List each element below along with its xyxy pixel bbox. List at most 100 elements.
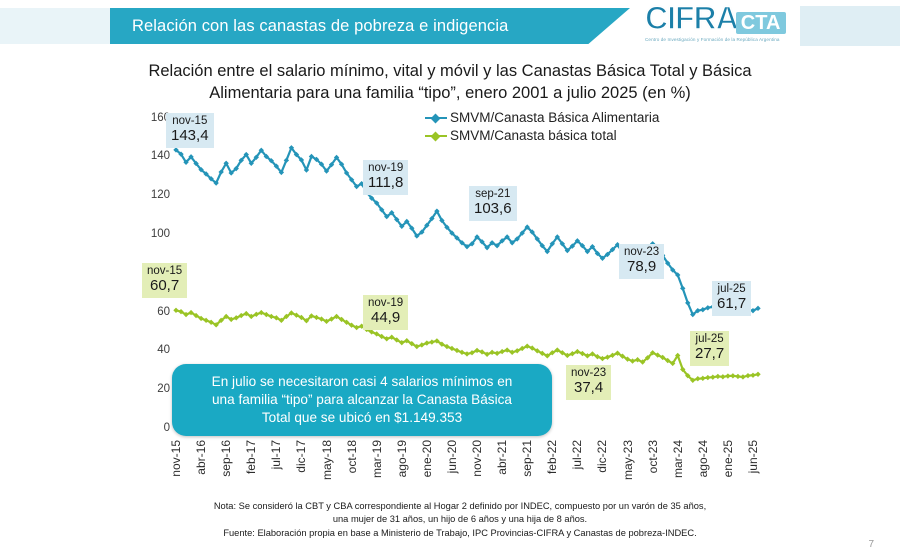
series-marker	[614, 350, 621, 356]
series-marker	[313, 314, 320, 321]
series-marker	[750, 307, 756, 314]
x-axis-tick: may-23	[620, 440, 635, 481]
callout-box: En julio se necesitaron casi 4 salarios …	[172, 364, 552, 436]
data-label-cba-nov15: nov-15 143,4	[166, 113, 214, 148]
series-marker	[494, 350, 500, 357]
series-marker	[238, 312, 244, 319]
callout-line-3: Total que se ubicó en $1.149.353	[261, 409, 463, 425]
x-axis-tick: ene-25	[720, 440, 735, 478]
series-marker	[604, 251, 611, 258]
header-title: Relación con las canastas de pobreza e i…	[132, 16, 509, 35]
series-marker	[459, 240, 465, 246]
footnote-line-2: una mujer de 31 años, un hijo de 6 años …	[332, 514, 588, 525]
y-axis-tick: 40	[157, 344, 170, 357]
series-marker	[338, 316, 345, 323]
series-marker	[188, 154, 194, 160]
series-marker	[735, 373, 741, 380]
series-marker	[253, 311, 259, 318]
series-line	[175, 146, 759, 316]
series-marker	[173, 307, 179, 313]
series-marker	[700, 375, 706, 382]
data-label-cbt-nov15: nov-15 60,7	[142, 263, 188, 298]
series-marker	[710, 374, 716, 380]
series-marker	[725, 373, 731, 379]
series-marker	[484, 244, 490, 251]
x-axis-tick: oct-18	[344, 440, 359, 474]
series-marker	[514, 348, 520, 354]
series-marker	[384, 336, 390, 342]
series-marker	[464, 243, 470, 250]
x-axis-tick: abr-16	[194, 440, 209, 475]
legend-marker-blue-icon	[425, 116, 447, 119]
series-marker	[509, 349, 515, 356]
series-marker	[705, 374, 711, 381]
series-marker	[675, 352, 681, 359]
x-axis-tick: jun-25	[745, 440, 760, 474]
series-marker	[504, 347, 510, 353]
legend-item-cba[interactable]: SMVM/Canasta Básica Alimentaria	[425, 110, 755, 125]
x-axis-tick: abr-21	[495, 440, 510, 475]
logo-subtitle: Centro de Investigación y Formación de l…	[645, 37, 780, 42]
y-axis-tick: 0	[163, 422, 170, 434]
series-marker	[564, 352, 571, 359]
series-marker	[639, 359, 646, 365]
callout-line-1: En julio se necesitaron casi 4 salarios …	[211, 374, 513, 390]
data-label-date: jul-25	[695, 333, 724, 345]
series-marker	[414, 343, 420, 350]
series-marker	[464, 351, 470, 357]
series-marker	[559, 241, 566, 247]
series-marker	[323, 168, 330, 174]
x-axis-tick: feb-17	[244, 440, 259, 475]
series-marker	[374, 331, 380, 337]
chart-title-line-2: Alimentaria para una familia “tipo”, ene…	[209, 84, 691, 103]
x-axis-tick: dic-17	[294, 440, 309, 473]
series-marker	[675, 272, 681, 278]
x-axis-tick: dic-22	[595, 440, 610, 473]
page-number: 7	[868, 539, 874, 550]
data-label-cba-nov19: nov-19 111,8	[363, 160, 409, 195]
callout-line-2: una familia “tipo” para alcanzar la Cana…	[212, 392, 512, 408]
series-marker	[690, 377, 696, 383]
series-marker	[579, 243, 586, 249]
x-axis-tick: sep-16	[219, 440, 234, 477]
x-axis-tick: jul-17	[269, 440, 284, 470]
series-marker	[308, 153, 315, 160]
series-marker	[469, 241, 475, 247]
x-axis-tick: nov-20	[470, 440, 485, 477]
series-marker	[614, 242, 621, 248]
data-label-date: jul-25	[717, 283, 746, 295]
series-marker	[419, 342, 425, 348]
series-marker	[394, 337, 400, 343]
y-axis-tick: 100	[150, 228, 170, 241]
legend-item-cbt[interactable]: SMVM/Canasta básica total	[425, 128, 755, 143]
series-marker	[263, 311, 269, 318]
series-marker	[323, 318, 330, 325]
series-marker	[690, 311, 696, 318]
data-label-cbt-nov23: nov-23 37,4	[566, 365, 612, 400]
series-marker	[233, 315, 239, 321]
series-marker	[303, 318, 310, 324]
series-marker	[499, 348, 505, 355]
cifra-logo: CIFRA CTA Centro de Investigación y Form…	[644, 1, 845, 50]
header-left-decoration	[0, 8, 120, 44]
y-axis-tick: 140	[150, 150, 170, 163]
series-marker	[695, 307, 701, 314]
series-marker	[589, 243, 596, 250]
series-marker	[680, 285, 686, 292]
series-marker	[429, 215, 435, 222]
series-marker	[288, 310, 295, 316]
series-marker	[278, 169, 285, 176]
series-marker	[424, 340, 430, 346]
series-marker	[404, 218, 410, 225]
series-marker	[449, 345, 455, 352]
series-marker	[755, 371, 761, 377]
x-axis-tick: jun-20	[444, 440, 459, 474]
series-marker	[730, 373, 736, 379]
series-marker	[243, 151, 249, 158]
series-marker	[358, 323, 365, 329]
series-marker	[298, 157, 305, 163]
series-marker	[695, 376, 701, 382]
data-label-value: 103,6	[474, 199, 512, 217]
x-axis-tick: feb-22	[545, 440, 560, 475]
data-label-cba-nov23: nov-23 78,9	[619, 244, 665, 279]
